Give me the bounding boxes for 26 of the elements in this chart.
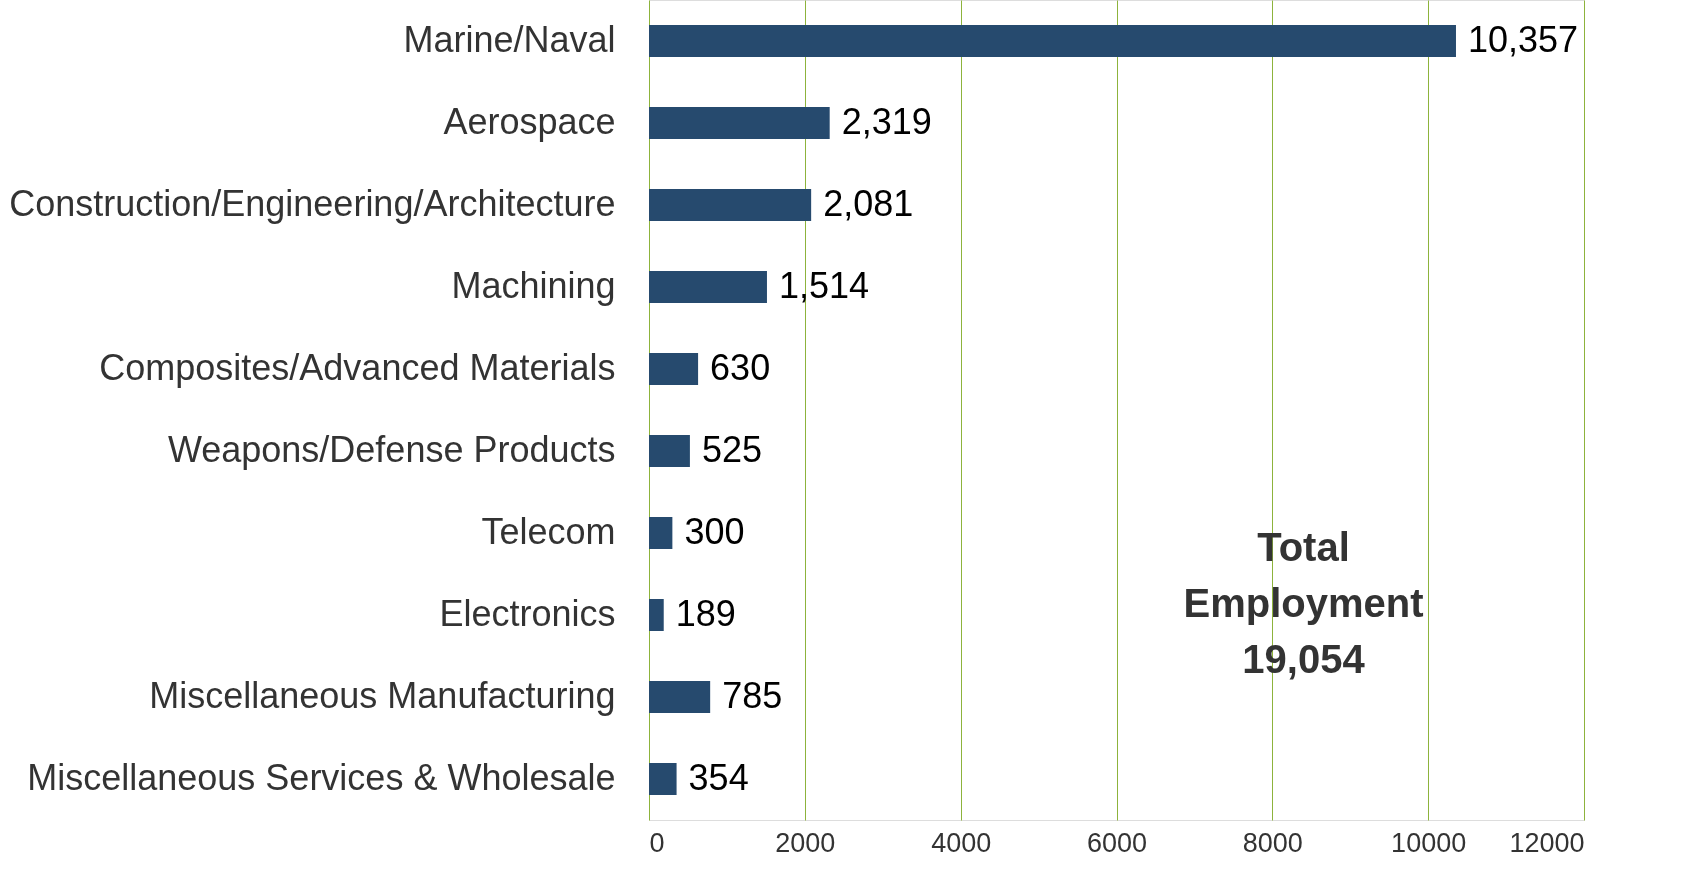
data-label: 189 [675, 593, 736, 634]
data-label: 785 [722, 675, 783, 716]
x-tick-label: 6000 [1086, 827, 1148, 858]
data-label: 2,081 [823, 183, 914, 224]
x-tick-label: 4000 [931, 827, 992, 858]
x-tick-label: 2000 [775, 827, 836, 858]
y-tick-label: Marine/Naval [403, 19, 616, 60]
x-tick-label: 10000 [1391, 827, 1467, 858]
y-tick-label: Telecom [481, 511, 616, 552]
data-label: 300 [684, 511, 745, 552]
y-tick-label: Miscellaneous Manufacturing [149, 675, 616, 716]
y-tick-label: Miscellaneous Services & Wholesale [27, 757, 616, 798]
x-tick-label: 12000 [1509, 827, 1585, 858]
data-label: 2,319 [841, 101, 932, 142]
x-tick-label: 0 [649, 827, 665, 858]
data-label: 10,357 [1467, 19, 1579, 60]
data-label: 630 [710, 347, 771, 388]
x-tick-label: 8000 [1242, 827, 1303, 858]
y-tick-label: Aerospace [443, 101, 616, 142]
y-tick-label: Composites/Advanced Materials [99, 347, 616, 388]
y-tick-label: Construction/Engineering/Architecture [9, 183, 616, 224]
y-tick-label: Weapons/Defense Products [167, 429, 616, 470]
y-tick-label: Electronics [439, 593, 616, 634]
data-label: 525 [701, 429, 762, 470]
y-tick-label: Machining [451, 265, 616, 306]
data-label: 354 [688, 757, 749, 798]
